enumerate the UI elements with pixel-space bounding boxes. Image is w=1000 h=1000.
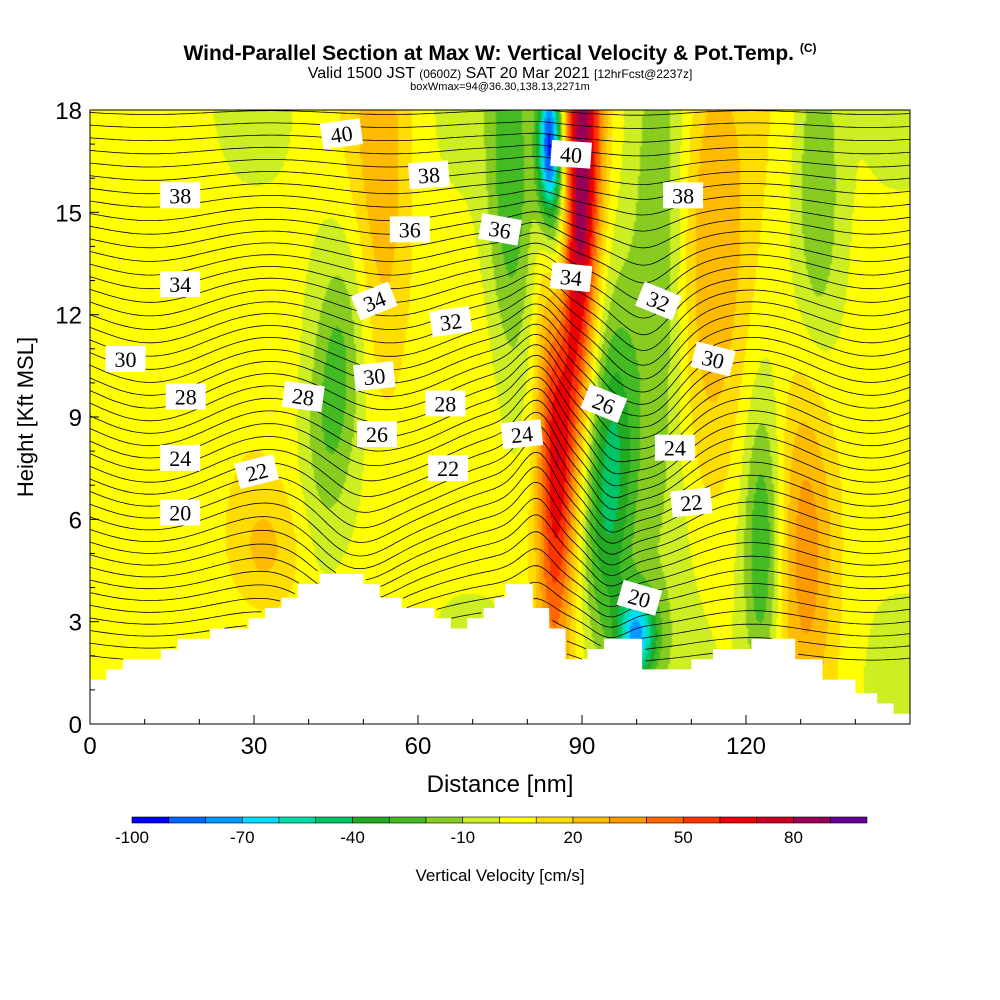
colorbar-cell — [426, 817, 463, 823]
colorbar-cell — [206, 817, 243, 823]
colorbar-cell — [610, 817, 647, 823]
colorbar-label: Vertical Velocity [cm/s] — [415, 866, 584, 885]
colorbar-cell — [536, 817, 573, 823]
colorbar-cell — [830, 817, 867, 823]
colorbar-cell — [389, 817, 426, 823]
colorbar-cell — [647, 817, 684, 823]
colorbar-cell — [169, 817, 206, 823]
colorbar-tick-label: 50 — [674, 828, 693, 847]
colorbar-tick-label: -70 — [230, 828, 255, 847]
colorbar-cells — [132, 817, 867, 823]
colorbar-cell — [757, 817, 794, 823]
colorbar-cell — [353, 817, 390, 823]
colorbar-cell — [573, 817, 610, 823]
colorbar-tick-label: -10 — [451, 828, 476, 847]
colorbar-cell — [720, 817, 757, 823]
colorbar-cell — [242, 817, 279, 823]
colorbar-cell — [500, 817, 537, 823]
colorbar-cell — [132, 817, 169, 823]
colorbar-tick-label: 80 — [784, 828, 803, 847]
colorbar-cell — [463, 817, 500, 823]
colorbar-cell — [316, 817, 353, 823]
colorbar-ticks: -100 -70 -40 -10 20 50 80 — [115, 828, 803, 847]
colorbar-cell — [279, 817, 316, 823]
colorbar-cell — [683, 817, 720, 823]
colorbar-cell — [794, 817, 831, 823]
colorbar-tick-label: -100 — [115, 828, 149, 847]
colorbar-tick-label: -40 — [340, 828, 365, 847]
colorbar-tick-label: 20 — [564, 828, 583, 847]
